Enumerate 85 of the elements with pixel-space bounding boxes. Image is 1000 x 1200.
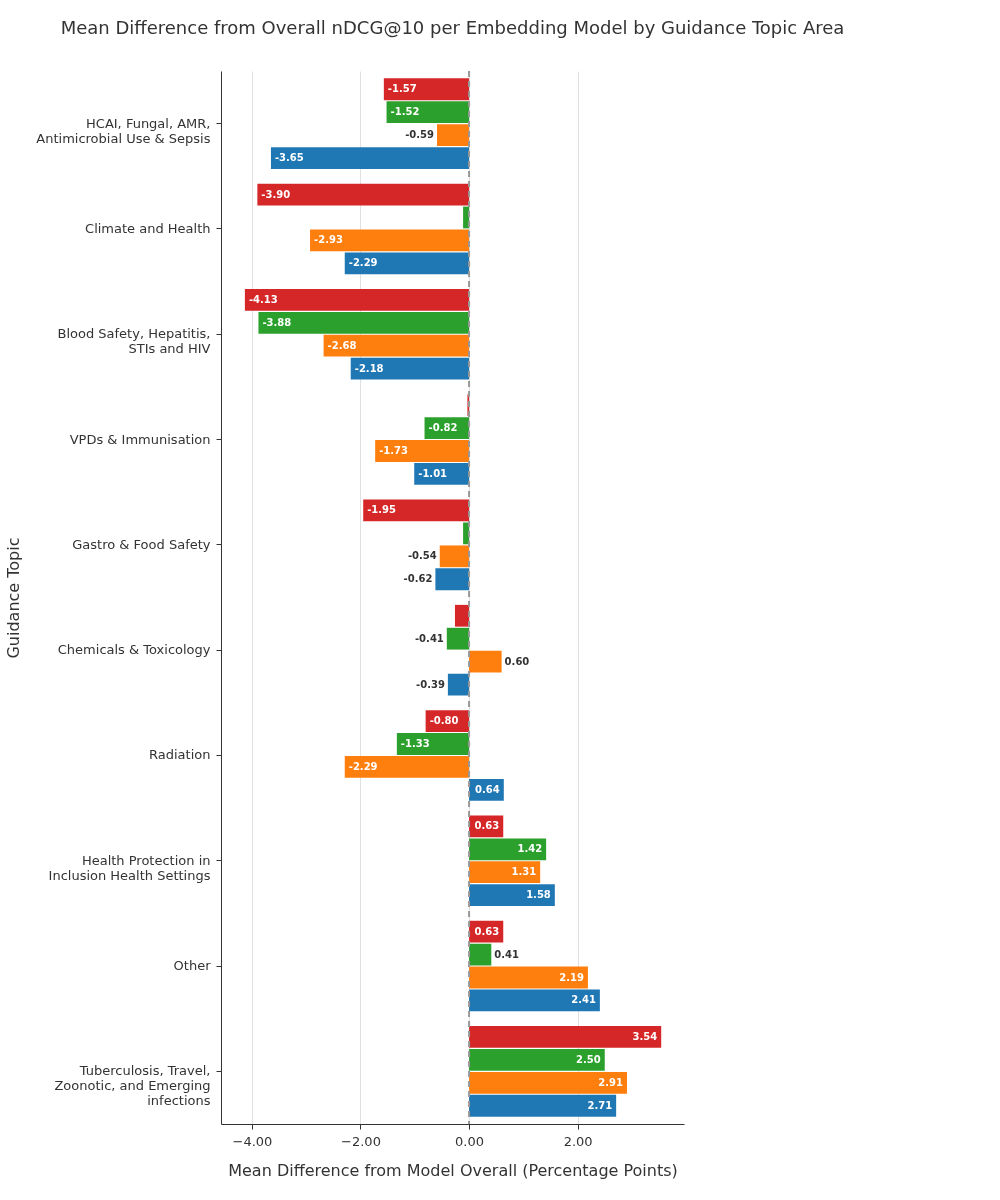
bar bbox=[469, 1026, 662, 1048]
data-label: -2.93 bbox=[314, 234, 343, 246]
bar bbox=[270, 147, 470, 169]
data-label: -1.52 bbox=[390, 106, 420, 118]
data-label: -2.18 bbox=[354, 362, 384, 374]
bar bbox=[344, 252, 470, 275]
data-label: -1.33 bbox=[400, 737, 430, 749]
bar bbox=[363, 499, 470, 522]
bar bbox=[244, 288, 470, 311]
y-tick-label: Gastro & Food Safety bbox=[72, 536, 211, 552]
bar bbox=[396, 733, 470, 755]
bar bbox=[386, 101, 470, 124]
data-label: -2.68 bbox=[327, 339, 357, 351]
x-tick-label: 0.00 bbox=[455, 1133, 485, 1149]
bar bbox=[447, 673, 470, 696]
data-label: 3.54 bbox=[632, 1030, 658, 1042]
data-label: -1.73 bbox=[379, 445, 409, 457]
data-label: 0.63 bbox=[474, 820, 500, 832]
y-tick-label: Climate and Health bbox=[85, 220, 211, 236]
chart-title: Mean Difference from Overall nDCG@10 per Embedding Model by Guidance Topic Area bbox=[60, 17, 845, 38]
data-label: 0.63 bbox=[474, 925, 500, 937]
y-tick-label: Blood Safety, Hepatitis, STIs and HIV bbox=[57, 326, 211, 357]
data-label: -0.59 bbox=[405, 129, 435, 141]
bar bbox=[435, 568, 470, 591]
data-label: -3.90 bbox=[261, 188, 291, 200]
data-label: -0.80 bbox=[429, 715, 459, 727]
bar bbox=[437, 124, 470, 146]
bar bbox=[469, 838, 547, 861]
data-label: 1.58 bbox=[526, 889, 551, 901]
data-label: -0.54 bbox=[407, 550, 437, 562]
y-tick-label: Tuberculosis, Travel, Zoonotic, and Emerging infections bbox=[54, 1063, 211, 1109]
data-label: -2.29 bbox=[348, 760, 378, 772]
data-label: 1.31 bbox=[511, 866, 537, 878]
bar bbox=[469, 884, 555, 907]
x-tick-label: 2.00 bbox=[563, 1133, 593, 1149]
y-tick-label: Health Protection in Inclusion Health Settings bbox=[48, 852, 211, 883]
bar bbox=[469, 1094, 617, 1117]
bar bbox=[469, 966, 588, 989]
bar bbox=[469, 989, 600, 1012]
bar bbox=[446, 627, 470, 650]
bar bbox=[310, 229, 470, 252]
bar bbox=[344, 756, 470, 778]
bar bbox=[323, 334, 470, 357]
bar bbox=[257, 183, 470, 206]
data-label: -0.82 bbox=[428, 422, 458, 434]
data-label: 2.71 bbox=[587, 1099, 613, 1111]
data-label: 1.42 bbox=[517, 843, 543, 855]
data-label: -1.01 bbox=[418, 467, 448, 479]
data-label: 0.64 bbox=[475, 783, 500, 795]
data-label: -4.13 bbox=[248, 293, 278, 305]
data-label: 0.60 bbox=[504, 655, 530, 667]
bar bbox=[469, 650, 502, 673]
data-label: -3.65 bbox=[274, 152, 304, 164]
data-label: 0.41 bbox=[494, 948, 520, 960]
data-label: -1.57 bbox=[387, 83, 417, 95]
bar bbox=[414, 463, 470, 485]
y-tick-label: Chemicals & Toxicology bbox=[57, 642, 211, 658]
bar bbox=[350, 357, 470, 380]
data-label: -0.39 bbox=[416, 678, 445, 690]
data-label: 2.91 bbox=[598, 1076, 624, 1088]
y-tick-label: Other bbox=[173, 958, 212, 974]
y-tick-label: VPDs & Immunisation bbox=[69, 431, 211, 447]
data-label: 2.50 bbox=[576, 1053, 601, 1065]
bar bbox=[469, 1049, 605, 1071]
bar bbox=[469, 1071, 628, 1094]
data-label: -0.62 bbox=[403, 573, 433, 585]
x-axis-title: Mean Difference from Model Overall (Percentage Points) bbox=[228, 1160, 678, 1180]
bar bbox=[469, 943, 492, 966]
data-label: -3.88 bbox=[262, 316, 292, 328]
data-label: 2.41 bbox=[571, 994, 596, 1006]
bar bbox=[375, 440, 470, 462]
x-tick-label: −4.00 bbox=[232, 1133, 273, 1149]
data-label: -1.95 bbox=[367, 504, 397, 516]
data-label: 2.19 bbox=[559, 971, 584, 983]
bar bbox=[258, 311, 470, 334]
y-axis-title: Guidance Topic bbox=[4, 537, 24, 659]
y-tick-label: HCAI, Fungal, AMR, Antimicrobial Use & Sepsis bbox=[36, 115, 211, 146]
bar bbox=[383, 78, 470, 101]
bar bbox=[454, 604, 470, 627]
data-label: -0.41 bbox=[414, 632, 444, 644]
bar bbox=[439, 545, 470, 568]
data-label: -2.29 bbox=[348, 257, 378, 269]
y-tick-label: Radiation bbox=[149, 747, 211, 763]
bar bbox=[469, 861, 541, 884]
x-tick-label: −2.00 bbox=[341, 1133, 381, 1149]
